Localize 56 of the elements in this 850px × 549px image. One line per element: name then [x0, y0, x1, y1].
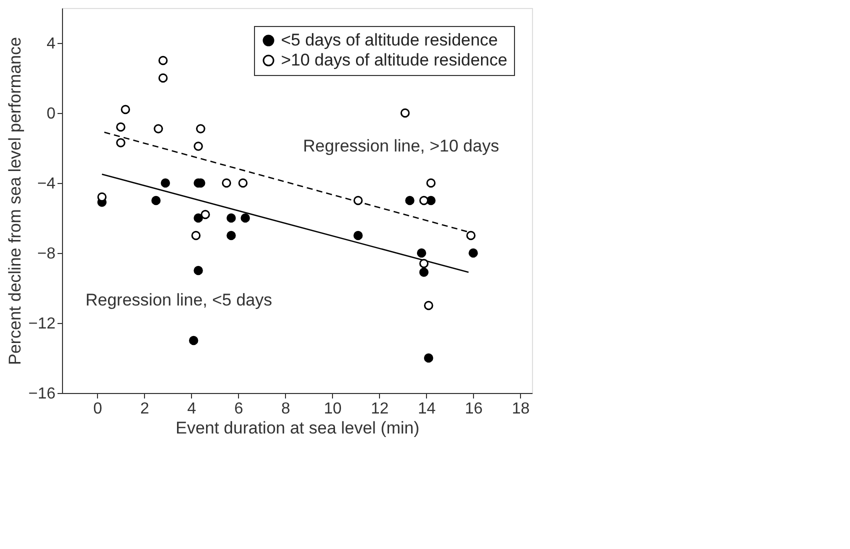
- x-tick-label: 6: [234, 400, 244, 418]
- point: [154, 124, 163, 134]
- point: [97, 192, 107, 202]
- point: [238, 178, 248, 188]
- y-tick-label: −12: [28, 316, 56, 332]
- y-tick-label: −4: [37, 176, 56, 192]
- y-tick-label: 0: [46, 106, 56, 122]
- y-tick-label: −16: [28, 386, 56, 402]
- point: [405, 196, 414, 206]
- x-tick-label: 4: [187, 400, 196, 418]
- point: [222, 178, 232, 188]
- x-tick-label: 2: [140, 400, 150, 418]
- point: [468, 248, 478, 258]
- point: [419, 258, 429, 268]
- point: [400, 108, 410, 118]
- point: [200, 210, 210, 220]
- x-tick-label: 16: [464, 400, 483, 418]
- y-tick-label: −8: [37, 246, 56, 262]
- point: [424, 353, 434, 363]
- point: [158, 56, 168, 66]
- point: [226, 230, 236, 240]
- point: [194, 213, 203, 223]
- point: [226, 213, 236, 223]
- point: [116, 138, 126, 148]
- point: [188, 336, 198, 346]
- x-tick-label: 0: [93, 400, 102, 418]
- point: [419, 268, 429, 277]
- point: [194, 142, 203, 151]
- point: [466, 230, 476, 240]
- point: [116, 122, 126, 132]
- point: [191, 230, 201, 240]
- annotation: Regression line, >10 days: [303, 136, 500, 156]
- point: [158, 73, 168, 83]
- legend-label: >10 days of altitude residence: [281, 50, 508, 70]
- x-tick-label: 10: [324, 400, 342, 418]
- point: [120, 104, 130, 114]
- point: [151, 196, 161, 206]
- point: [160, 178, 170, 188]
- x-tick-label: 8: [281, 400, 290, 418]
- x-axis-title: Event duration at sea level (min): [176, 418, 420, 438]
- point: [194, 266, 203, 276]
- point: [353, 196, 363, 206]
- x-tick-label: 18: [512, 400, 530, 418]
- point: [419, 196, 429, 206]
- point: [426, 178, 436, 188]
- point: [240, 213, 250, 223]
- legend-label: <5 days of altitude residence: [281, 30, 498, 50]
- point: [196, 124, 206, 134]
- point: [424, 300, 434, 310]
- x-tick-label: 14: [418, 400, 436, 418]
- x-tick-label: 12: [370, 400, 389, 418]
- point: [416, 248, 426, 258]
- point: [353, 230, 363, 240]
- annotation: Regression line, <5 days: [86, 290, 272, 310]
- y-tick-label: 4: [46, 36, 56, 52]
- y-axis-title: Percent decline from sea level performance: [5, 37, 24, 365]
